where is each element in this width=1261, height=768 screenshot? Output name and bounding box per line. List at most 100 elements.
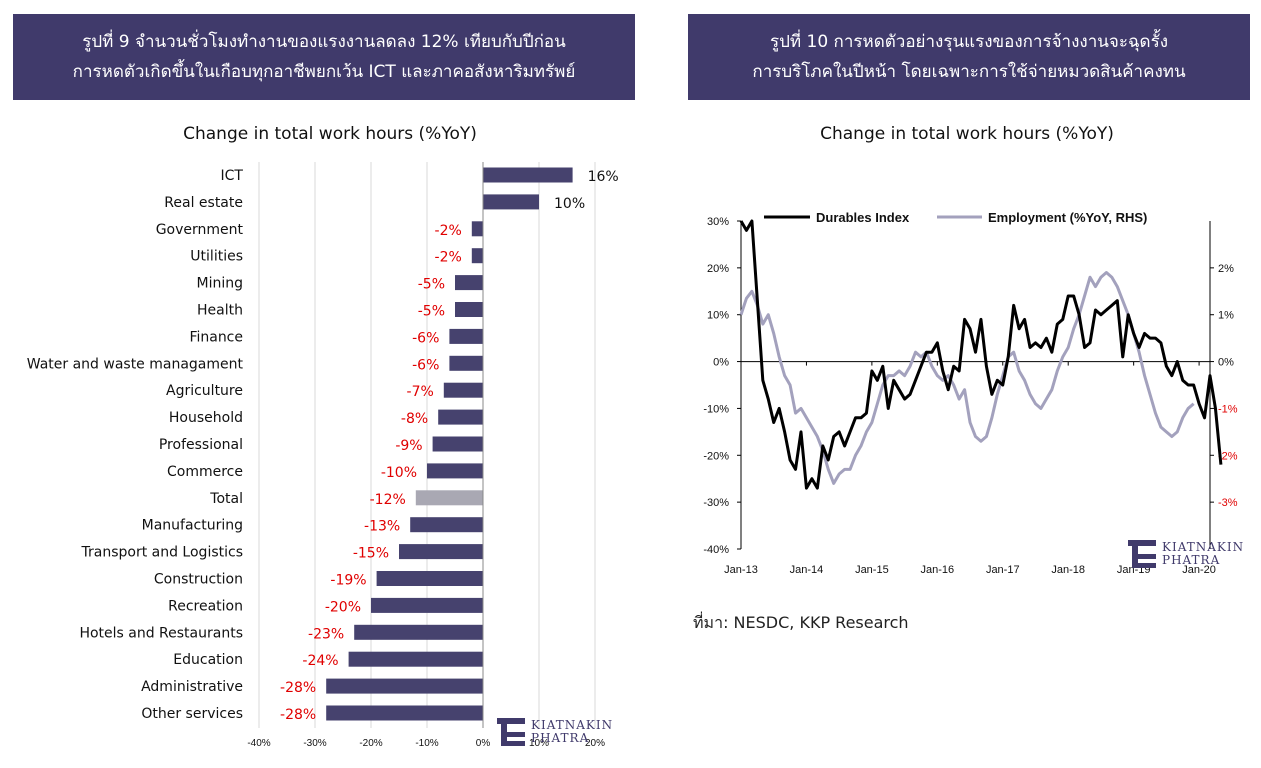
x-tick-label: Jan-18 [1051, 564, 1085, 576]
bar [471, 221, 483, 237]
left-panel: รูปที่ 9 จำนวนชั่วโมงทำงานของแรงงานลดลง … [13, 14, 635, 749]
data-label: -5% [418, 304, 445, 320]
left-logo-line-1: KIATNAKIN [531, 718, 614, 732]
right-figure-header: รูปที่ 10 การหดตัวอย่างรุนแรงของการจ้างง… [688, 14, 1250, 100]
right-tick-label: 0% [1218, 357, 1234, 369]
right-tick-label: 1% [1218, 310, 1234, 322]
data-label: -10% [381, 465, 417, 481]
left-tick-label: -20% [703, 450, 729, 462]
bar [443, 382, 483, 398]
category-label: Other services [141, 706, 243, 722]
left-tick-label: -40% [703, 544, 729, 556]
right-tick-label: 2% [1218, 263, 1234, 275]
x-tick-label: Jan-14 [790, 564, 824, 576]
left-logo-line-2: PHATRA [531, 731, 590, 745]
data-label: -20% [325, 599, 361, 615]
x-tick-label: -40% [247, 738, 270, 749]
bar [483, 167, 573, 183]
data-label: -2% [435, 223, 462, 239]
bar [483, 194, 539, 210]
category-label: Professional [159, 437, 243, 453]
bar [427, 463, 483, 479]
category-label: Real estate [164, 195, 243, 211]
x-tick-label: -10% [415, 738, 438, 749]
bar [432, 436, 483, 452]
data-label: -6% [412, 357, 439, 373]
data-label: -7% [407, 384, 434, 400]
bar-chart: -40% -30% -20% -10% 0% 10% 20% ICT 16% Real estat… [27, 162, 619, 749]
data-label: -15% [353, 546, 389, 562]
left-tick-label: 20% [707, 263, 729, 275]
left-tick-label: 10% [707, 310, 729, 322]
x-tick-label: -30% [303, 738, 326, 749]
left-chart-title: Change in total work hours (%YoY) [183, 124, 477, 144]
left-tick-label: -30% [703, 497, 729, 509]
right-header-line-2: การบริโภคในปีหน้า โดยเฉพาะการใช้จ่ายหมวด… [752, 62, 1186, 82]
right-logo-line-1: KIATNAKIN [1162, 540, 1245, 554]
bar [326, 678, 483, 694]
left-tick-label: 0% [713, 357, 729, 369]
data-label: 16% [588, 169, 619, 185]
category-label: Transport and Logistics [81, 545, 244, 561]
category-label: Education [173, 652, 243, 668]
x-tick-label: Jan-13 [724, 564, 758, 576]
category-label: Administrative [141, 679, 243, 695]
category-label: Government [156, 222, 244, 238]
category-label: Health [197, 303, 243, 319]
data-label: -5% [418, 277, 445, 293]
right-chart-title: Change in total work hours (%YoY) [820, 124, 1114, 144]
category-label: Hotels and Restaurants [79, 625, 243, 641]
data-label: 10% [554, 196, 585, 212]
category-label: Finance [189, 329, 243, 345]
source-note: ที่มา: NESDC, KKP Research [693, 613, 909, 632]
series-line-durables [739, 219, 1223, 490]
line-chart: 30% 20% 10% 0% -10% -20% -30% -40% 2% 1% 0% -1% -2% -… [703, 210, 1238, 576]
bar [371, 597, 483, 613]
category-label: Utilities [190, 249, 243, 265]
right-logo-line-2: PHATRA [1162, 553, 1221, 567]
bar [376, 571, 483, 586]
category-label: ICT [221, 168, 244, 184]
data-label: -6% [412, 330, 439, 346]
data-label: -28% [280, 707, 316, 723]
left-tick-label: -10% [703, 403, 729, 415]
bar [449, 355, 483, 371]
bar [410, 517, 483, 533]
data-label: -9% [395, 438, 422, 454]
data-label: -23% [308, 626, 344, 642]
data-label: -13% [364, 519, 400, 535]
data-label: -19% [330, 573, 366, 589]
x-tick-label: Jan-20 [1182, 564, 1216, 576]
category-label: Water and waste managament [27, 356, 244, 372]
left-tick-label: 30% [707, 216, 729, 228]
bar [449, 328, 483, 344]
left-header-line-2: การหดตัวเกิดขึ้นในเกือบทุกอาชีพยกเว้น IC… [72, 62, 576, 82]
left-header-line-1: รูปที่ 9 จำนวนชั่วโมงทำงานของแรงงานลดลง … [82, 32, 566, 52]
legend-label-employment: Employment (%YoY, RHS) [988, 210, 1147, 225]
bar [326, 705, 483, 721]
right-tick-label: -1% [1218, 403, 1238, 415]
series-line-employment [739, 271, 1195, 485]
bar [348, 651, 483, 667]
category-label: Commerce [167, 464, 243, 480]
right-header-line-1: รูปที่ 10 การหดตัวอย่างรุนแรงของการจ้างง… [769, 32, 1169, 52]
category-label: Mining [197, 276, 244, 292]
bar [399, 544, 483, 560]
category-label: Agriculture [166, 383, 243, 399]
right-logo: KIATNAKIN PHATRA [1128, 540, 1244, 568]
bar [354, 624, 483, 640]
right-panel: รูปที่ 10 การหดตัวอย่างรุนแรงของการจ้างง… [680, 0, 1261, 768]
data-label: -12% [370, 492, 406, 508]
x-tick-label: 0% [476, 738, 491, 749]
bar [455, 302, 483, 317]
data-label: -24% [302, 653, 338, 669]
category-label: Household [169, 410, 243, 426]
category-label: Construction [154, 572, 243, 588]
kiatnakin-logo-icon [1128, 540, 1156, 568]
bar [415, 490, 483, 506]
legend-label-durables: Durables Index [816, 210, 910, 225]
x-tick-label: 20% [585, 738, 605, 749]
x-tick-label: Jan-15 [855, 564, 889, 576]
data-label: -28% [280, 680, 316, 696]
category-label: Total [209, 491, 243, 507]
